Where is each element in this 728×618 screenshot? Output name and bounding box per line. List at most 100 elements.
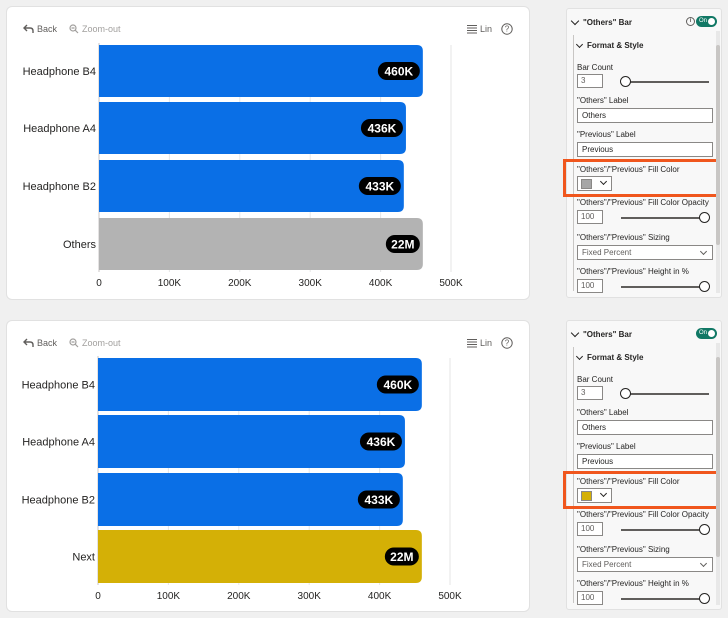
opacity-slider-thumb[interactable]	[699, 524, 710, 535]
help-button[interactable]: ?	[501, 21, 513, 37]
data-label: 22M	[391, 238, 414, 252]
bar-count-slider-track[interactable]	[623, 81, 709, 83]
svg-text:?: ?	[505, 25, 510, 34]
section-title: Format & Style	[587, 41, 644, 50]
panel-header[interactable]: "Others" Bar i On	[567, 15, 721, 29]
scale-label: Lin	[480, 338, 493, 348]
sizing-value: Fixed Percent	[582, 248, 632, 257]
section-header[interactable]: Format & Style	[575, 40, 644, 50]
value-pill	[360, 119, 403, 137]
fill-color-label: "Others"/"Previous" Fill Color	[577, 477, 680, 486]
bar-count-input[interactable]: 3	[577, 74, 603, 88]
category-label: Headphone A4	[23, 123, 96, 135]
zoom-out-button[interactable]: Zoom-out	[69, 335, 121, 351]
opacity-input[interactable]: 100	[577, 210, 603, 224]
bar-chart-top: 0 100K 200K 300K 400K 500K Headphone B4 460K Hea…	[23, 43, 463, 289]
opacity-slider-track[interactable]	[621, 217, 705, 219]
category-label: Headphone B4	[23, 66, 96, 78]
others-label-input[interactable]: Others	[577, 420, 713, 435]
value-pill	[384, 547, 419, 566]
value-pill	[376, 375, 419, 394]
bar-count-input[interactable]: 3	[577, 386, 603, 400]
x-tick-label: 0	[96, 278, 102, 289]
bar	[98, 358, 422, 411]
list-icon	[467, 339, 477, 348]
scale-toggle-button[interactable]: Lin	[467, 21, 492, 37]
value-pill	[358, 177, 401, 195]
previous-label-label: "Previous" Label	[577, 130, 636, 139]
bar-count-slider-thumb[interactable]	[620, 388, 631, 399]
chart-card-bottom: Back Zoom-out Lin ? 0 100K 200K 300K 400K 500…	[6, 320, 530, 612]
height-slider-track[interactable]	[621, 598, 705, 600]
data-label: 433K	[365, 180, 394, 194]
sizing-dropdown[interactable]: Fixed Percent	[577, 557, 713, 572]
help-icon: ?	[501, 23, 513, 35]
scale-toggle-button[interactable]: Lin	[467, 335, 492, 351]
height-label: "Others"/"Previous" Height in %	[577, 579, 689, 588]
bar-count-slider-track[interactable]	[623, 393, 709, 395]
back-arrow-icon	[23, 24, 34, 33]
color-swatch	[581, 491, 592, 501]
previous-label-input[interactable]: Previous	[577, 454, 713, 469]
chevron-down-icon	[599, 489, 608, 498]
back-arrow-icon	[23, 338, 34, 347]
zoom-out-button[interactable]: Zoom-out	[69, 21, 121, 37]
data-label: 460K	[383, 378, 412, 392]
previous-label-label: "Previous" Label	[577, 442, 636, 451]
back-label: Back	[37, 24, 58, 34]
others-label-input[interactable]: Others	[577, 108, 713, 123]
on-toggle[interactable]: On	[696, 328, 717, 339]
sizing-dropdown[interactable]: Fixed Percent	[577, 245, 713, 260]
value-pill	[385, 235, 420, 253]
height-slider-track[interactable]	[621, 286, 705, 288]
chevron-down-icon	[570, 328, 580, 337]
height-input[interactable]: 100	[577, 591, 603, 605]
sizing-label: "Others"/"Previous" Sizing	[577, 545, 670, 554]
others-label-label: "Others" Label	[577, 408, 629, 417]
section-divider	[573, 347, 574, 603]
format-panel-top: "Others" Bar i On Format & Style Bar Cou…	[563, 8, 722, 298]
panel-header[interactable]: "Others" Bar On	[567, 327, 721, 341]
section-header[interactable]: Format & Style	[575, 352, 643, 362]
scrollbar-thumb[interactable]	[716, 45, 720, 245]
back-button[interactable]: Back	[23, 335, 57, 351]
chevron-down-icon	[699, 559, 708, 568]
chevron-down-icon	[699, 247, 708, 256]
bar-chart-bottom: 0 100K 200K 300K 400K 500K Headphone B4 460K Hea…	[22, 356, 462, 602]
previous-label-input[interactable]: Previous	[577, 142, 713, 157]
x-tick-label: 100K	[158, 278, 182, 289]
info-icon[interactable]: i	[686, 17, 695, 26]
chevron-down-icon	[570, 16, 580, 25]
opacity-slider-thumb[interactable]	[699, 212, 710, 223]
zoom-out-label: Zoom-out	[82, 24, 121, 34]
height-input[interactable]: 100	[577, 279, 603, 293]
height-slider-thumb[interactable]	[699, 593, 710, 604]
opacity-slider-track[interactable]	[621, 529, 705, 531]
bar	[99, 218, 423, 270]
x-tick-label: 500K	[439, 278, 463, 289]
back-button[interactable]: Back	[23, 21, 57, 37]
bar-count-slider-thumb[interactable]	[620, 76, 631, 87]
data-label: 22M	[390, 550, 413, 564]
chevron-down-icon	[599, 177, 608, 186]
panel-title: "Others" Bar	[583, 329, 632, 339]
on-toggle[interactable]: On	[696, 16, 717, 27]
help-button[interactable]: ?	[501, 335, 513, 351]
x-tick-label: 100K	[157, 591, 181, 602]
chevron-down-icon	[575, 352, 584, 361]
scrollbar-thumb[interactable]	[716, 357, 720, 557]
fill-color-picker[interactable]	[577, 488, 612, 503]
bar	[99, 45, 423, 97]
opacity-input[interactable]: 100	[577, 522, 603, 536]
sizing-value: Fixed Percent	[582, 560, 632, 569]
bar	[98, 530, 422, 583]
data-label: 436K	[368, 122, 397, 136]
fill-color-picker[interactable]	[577, 176, 612, 191]
bar	[98, 415, 405, 468]
color-swatch	[581, 179, 592, 189]
bar	[98, 473, 403, 526]
sizing-label: "Others"/"Previous" Sizing	[577, 233, 670, 242]
category-label: Headphone A4	[22, 437, 95, 449]
height-slider-thumb[interactable]	[699, 281, 710, 292]
x-tick-label: 200K	[228, 278, 252, 289]
